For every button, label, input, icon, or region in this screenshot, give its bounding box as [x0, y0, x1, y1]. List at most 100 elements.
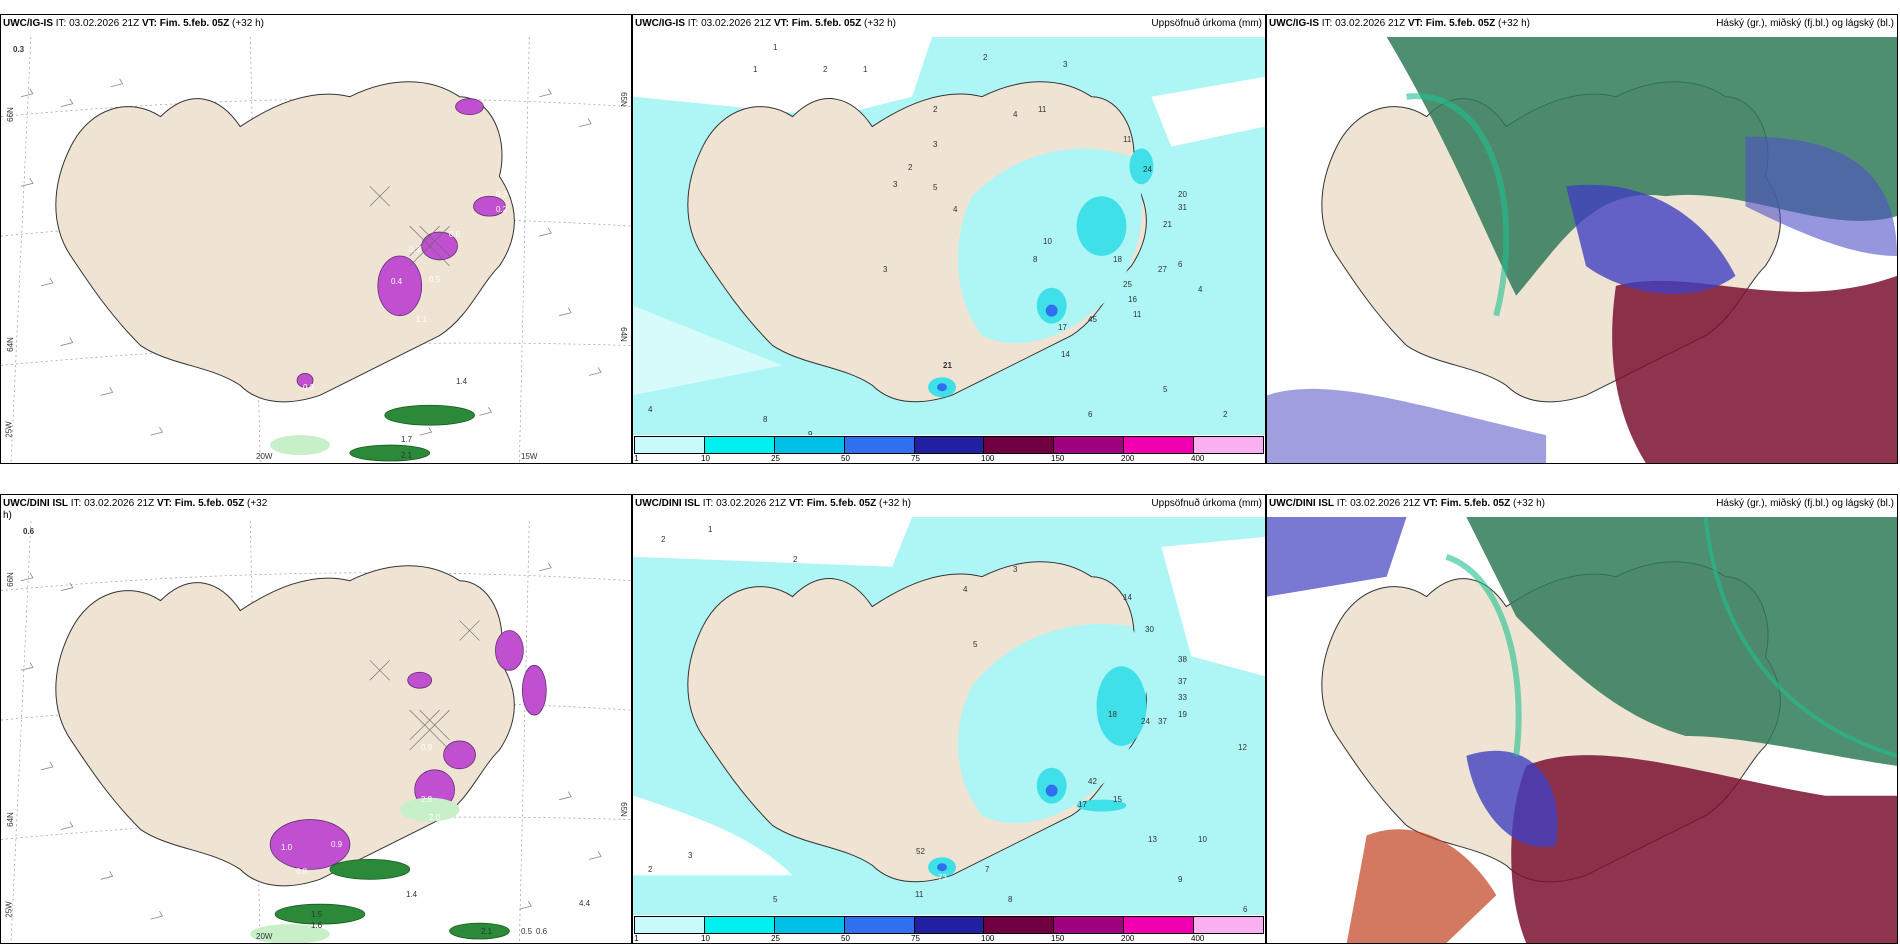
panel-header: UWC/IG-IS IT: 03.02.2026 21Z VT: Fim. 5.… — [1, 15, 631, 37]
model-name: UWC/DINI ISL — [635, 498, 700, 509]
value-label: 3 — [893, 180, 898, 189]
lead-time: (+32 — [247, 498, 268, 509]
panel-header: UWC/DINI ISL IT: 03.02.2026 21Z VT: Fim.… — [633, 495, 1265, 517]
legend-swatch — [635, 437, 705, 453]
value-label: 8 — [1008, 895, 1013, 904]
value-label: 2.1 — [481, 927, 493, 936]
value-label: 17 — [1058, 323, 1067, 332]
legend-swatch — [1124, 437, 1195, 453]
legend-swatch — [984, 437, 1055, 453]
value-label: 1.4 — [456, 377, 468, 386]
legend-swatch — [984, 917, 1055, 933]
value-label: 21 — [1163, 220, 1172, 229]
legend-tick: 150 — [1051, 934, 1065, 943]
legend-swatch — [1054, 437, 1125, 453]
map-accum — [633, 37, 1265, 435]
map-cloud — [1267, 37, 1897, 463]
value-label: 21 — [943, 361, 952, 370]
value-label: 1 — [773, 43, 778, 52]
value-label: 27 — [1158, 265, 1167, 274]
value-label: 4 — [648, 405, 653, 414]
value-label: 0.5 — [521, 927, 533, 936]
hatching — [369, 186, 450, 267]
map-canvas — [633, 517, 1265, 915]
value-label: 12 — [1238, 743, 1247, 752]
value-label: 0.3 — [409, 245, 421, 254]
legend-swatch — [1054, 917, 1125, 933]
value-label: 4 — [953, 205, 958, 214]
iceland-land — [55, 565, 515, 887]
panel-subtitle: Háský (gr.), miðský (fj.bl.) og lágský (… — [1716, 498, 1894, 509]
precip-legend: 1 10 25 50 75 100 150 200 400 — [633, 435, 1265, 463]
lead-time: (+32 h) — [1513, 498, 1545, 509]
value-label: 0.3 — [496, 190, 508, 199]
legend-tick: 400 — [1191, 454, 1205, 463]
panel-ig-is-cloud: UWC/IG-IS IT: 03.02.2026 21Z VT: Fim. 5.… — [1266, 14, 1898, 464]
value-label: 2 — [983, 53, 988, 62]
legend-tick: 1 — [634, 934, 639, 943]
value-label: 14 — [1061, 350, 1070, 359]
vt-value: Fim. 5.feb. 05Z — [791, 18, 862, 29]
value-label: 4.4 — [579, 899, 591, 908]
legend-swatch — [1124, 917, 1195, 933]
value-label: 18 — [1108, 710, 1117, 719]
legend-swatch — [914, 437, 985, 453]
lat-label-65n: 65N — [619, 802, 629, 817]
value-label: 1.6 — [311, 921, 323, 930]
panel-header: UWC/DINI ISL IT: 03.02.2026 21Z VT: Fim.… — [1267, 495, 1897, 517]
panel-header: UWC/DINI ISL IT: 03.02.2026 21Z VT: Fim.… — [1, 495, 631, 521]
lon-label-20w: 20W — [256, 452, 273, 461]
value-label: 1.7 — [401, 435, 413, 444]
it-value: 03.02.2026 21Z — [716, 498, 787, 509]
vt-label: VT: — [773, 18, 789, 29]
vt-label: VT: — [1422, 498, 1438, 509]
hatching — [369, 620, 480, 751]
value-label: 0.5 — [429, 275, 441, 284]
legend-tick: 75 — [911, 454, 920, 463]
legend-swatch — [1194, 917, 1264, 933]
lat-label-25w: 25W — [4, 421, 14, 438]
value-label: 73 — [938, 873, 947, 882]
value-label: 2 — [823, 65, 828, 74]
vt-value: Fim. 5.feb. 05Z — [806, 498, 877, 509]
value-label: 8 — [763, 415, 768, 424]
value-label: 1.0 — [281, 843, 293, 852]
value-label: 2 — [933, 105, 938, 114]
lead-time: (+32 h) — [864, 18, 896, 29]
value-label: 3 — [933, 140, 938, 149]
value-label: 1.5 — [311, 910, 323, 919]
map-canvas — [1, 37, 631, 463]
legend-tick: 50 — [841, 454, 850, 463]
value-label: 6 — [1088, 410, 1093, 419]
lead-time-cont: h) — [3, 510, 12, 521]
legend-ticks: 1 10 25 50 75 100 150 200 400 — [633, 934, 1265, 943]
vt-label: VT: — [788, 498, 804, 509]
value-label: 2 — [648, 865, 653, 874]
value-label: 11 — [1038, 105, 1047, 114]
value-label: 8 — [1033, 255, 1038, 264]
lat-label-66n: 66N — [5, 107, 15, 122]
value-label: 4 — [1198, 285, 1203, 294]
value-label: 0.2 — [496, 205, 508, 214]
value-label: 10 — [1043, 237, 1052, 246]
vt-label: VT: — [141, 18, 157, 29]
value-label: 45 — [1088, 315, 1097, 324]
value-label: 0.3 — [13, 45, 25, 54]
value-label: 30 — [1145, 625, 1154, 634]
value-label: 0.3 — [303, 383, 315, 392]
value-label: 42 — [1088, 777, 1097, 786]
rain-areas — [349, 404, 475, 462]
mid-cloud — [1612, 275, 1897, 463]
high-cloud — [1466, 517, 1897, 766]
legend-colorbar — [634, 916, 1264, 934]
value-label: 1 — [863, 65, 868, 74]
value-label: 2.1 — [401, 451, 413, 460]
value-label: 7 — [985, 865, 990, 874]
value-label: 38 — [1178, 655, 1187, 664]
value-label: 31 — [1178, 203, 1187, 212]
lat-label-64n: 64N — [5, 337, 15, 352]
it-value: 03.02.2026 21Z — [1335, 18, 1406, 29]
value-label: 3 — [1013, 565, 1018, 574]
value-label: 2.8 — [421, 795, 433, 804]
vt-value: Fim. 5.feb. 05Z — [174, 498, 245, 509]
